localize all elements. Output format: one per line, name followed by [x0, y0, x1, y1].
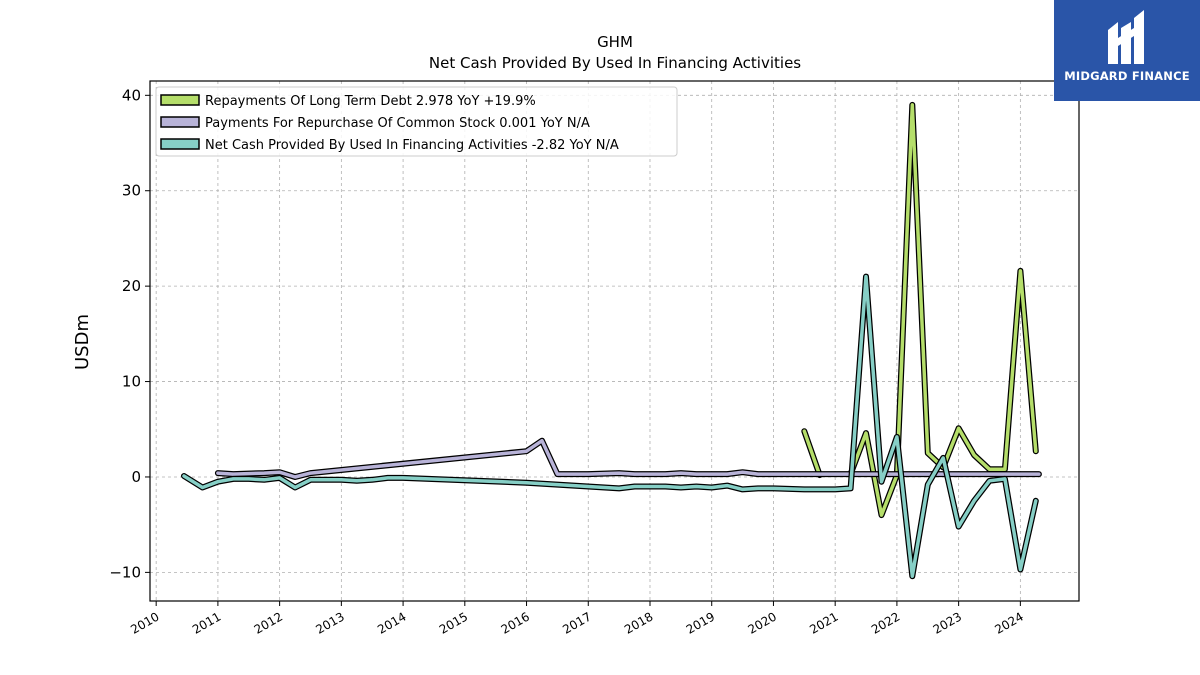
brand-name: MIDGARD FINANCE	[1064, 69, 1190, 83]
y-tick-label: 20	[122, 277, 141, 295]
x-tick-label: 2012	[252, 609, 285, 636]
series-2	[181, 273, 1039, 580]
x-tick-label: 2017	[560, 609, 593, 636]
y-tick-label: 10	[122, 373, 141, 391]
series-line	[216, 438, 1041, 479]
x-tick-label: 2015	[437, 609, 470, 636]
legend-swatch	[160, 116, 200, 128]
series-line	[182, 274, 1038, 578]
x-tick-label: 2024	[992, 609, 1025, 636]
brand-logo: MIDGARD FINANCE	[1054, 0, 1200, 101]
x-tick-label: 2018	[622, 609, 655, 636]
x-tick-label: 2022	[869, 609, 902, 636]
x-tick-label: 2019	[684, 609, 717, 636]
chart-subtitle: Net Cash Provided By Used In Financing A…	[429, 54, 801, 72]
x-tick-label: 2011	[190, 609, 223, 636]
legend-entry: Payments For Repurchase Of Common Stock …	[205, 116, 590, 131]
series-line	[802, 429, 822, 477]
legend: Repayments Of Long Term Debt 2.978 YoY +…	[155, 86, 678, 157]
x-tick-label: 2014	[375, 609, 408, 636]
plot-frame	[149, 80, 1080, 602]
legend-swatch	[160, 138, 200, 150]
x-axis: 2010 2011 2012 2013 2014 2015 2016 2017 2018 2019…	[128, 601, 1026, 637]
series-0	[801, 101, 1039, 519]
chart-title: GHM	[597, 33, 633, 51]
x-tick-label: 2020	[745, 609, 778, 636]
x-tick-label: 2021	[807, 609, 840, 636]
y-axis-label: USDm	[72, 314, 93, 370]
x-tick-label: 2016	[499, 609, 532, 636]
legend-entry: Net Cash Provided By Used In Financing A…	[205, 138, 619, 153]
y-tick-label: 40	[122, 86, 141, 104]
y-tick-label: −10	[109, 563, 141, 581]
y-axis: −10 0 10 20 30 40	[109, 86, 150, 581]
legend-entry: Repayments Of Long Term Debt 2.978 YoY +…	[205, 94, 536, 109]
legend-frame	[155, 86, 678, 157]
series-layer	[181, 101, 1042, 580]
legend-swatch	[160, 94, 200, 106]
grid-lines	[150, 81, 1079, 601]
midgard-m-logo-icon	[1108, 10, 1144, 64]
x-tick-label: 2023	[931, 609, 964, 636]
x-tick-label: 2013	[313, 609, 346, 636]
x-tick-label: 2010	[128, 609, 161, 636]
series-1	[214, 437, 1042, 480]
y-tick-label: 0	[131, 468, 141, 486]
y-tick-label: 30	[122, 182, 141, 200]
